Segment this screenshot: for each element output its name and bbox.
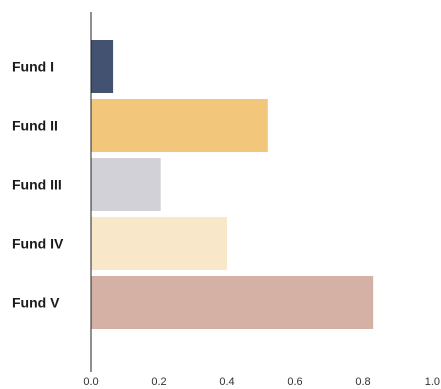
x-tick-label: 0.6 — [287, 376, 302, 388]
bar-fund-v — [91, 276, 374, 329]
category-label: Fund III — [12, 177, 62, 193]
bars-group — [91, 40, 374, 329]
x-tick-label: 0.8 — [355, 376, 370, 388]
category-labels-group: Fund I Fund II Fund III Fund IV Fund V — [12, 59, 64, 311]
x-tick-label: 1.0 — [425, 376, 440, 388]
bar-fund-ii — [91, 99, 268, 152]
category-label: Fund IV — [12, 236, 64, 252]
x-tick-label: 0.0 — [83, 376, 98, 388]
category-label: Fund V — [12, 295, 60, 311]
x-tick-label: 0.2 — [151, 376, 166, 388]
bar-fund-i — [91, 40, 114, 93]
x-tick-labels-group: 0.0 0.2 0.4 0.6 0.8 1.0 — [83, 376, 440, 388]
category-label: Fund II — [12, 118, 58, 134]
bar-fund-iv — [91, 217, 227, 270]
category-label: Fund I — [12, 59, 54, 75]
x-tick-label: 0.4 — [219, 376, 234, 388]
bar-fund-iii — [91, 158, 161, 211]
